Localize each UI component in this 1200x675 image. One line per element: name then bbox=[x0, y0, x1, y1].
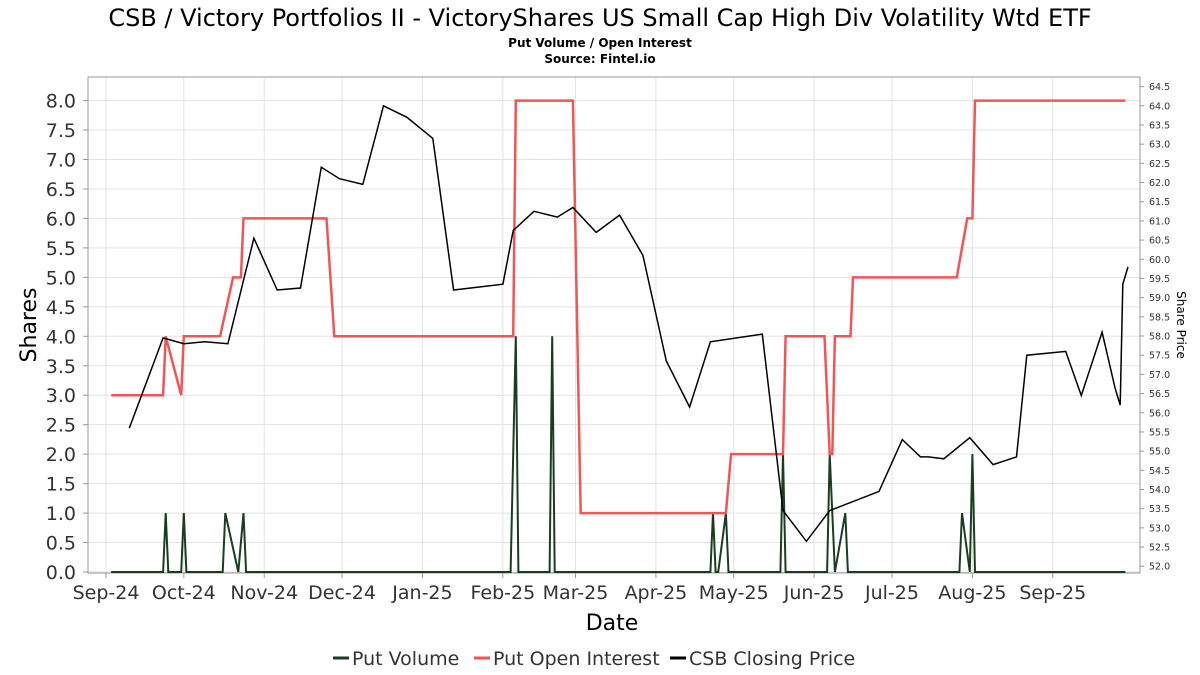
y2-tick-label: 63.5 bbox=[1149, 120, 1170, 131]
x-tick-label: Jun-25 bbox=[783, 582, 845, 604]
x-axis-label: Date bbox=[586, 611, 639, 636]
legend-item: CSB Closing Price bbox=[670, 648, 855, 670]
x-tick-label: Apr-25 bbox=[625, 582, 688, 604]
y-tick-label: 1.0 bbox=[46, 503, 76, 525]
grid bbox=[88, 77, 1140, 573]
x-tick-label: May-25 bbox=[699, 582, 769, 604]
y2-tick-label: 52.0 bbox=[1149, 562, 1170, 573]
y2-tick-label: 59.5 bbox=[1149, 274, 1170, 285]
x-tick-label: Feb-25 bbox=[471, 582, 536, 604]
series-layer bbox=[111, 99, 1129, 573]
x-tick-label: Aug-25 bbox=[938, 582, 1006, 604]
y-tick-label: 4.5 bbox=[46, 297, 76, 319]
y-tick-label: 6.0 bbox=[46, 208, 76, 230]
legend-label: CSB Closing Price bbox=[689, 648, 855, 670]
y-tick-label: 4.0 bbox=[46, 326, 76, 348]
legend-item: Put Volume bbox=[333, 648, 459, 670]
chart-subtitle: Put Volume / Open Interest bbox=[508, 36, 692, 50]
legend: Put Volume Put Open Interest CSB Closing P… bbox=[333, 648, 855, 670]
y2-tick-label: 54.5 bbox=[1149, 466, 1170, 477]
x-tick-label: Sep-25 bbox=[1019, 582, 1086, 604]
y2-tick-label: 64.0 bbox=[1149, 101, 1170, 112]
y2-axis-label: Share Price bbox=[1174, 291, 1188, 359]
y2-tick-label: 56.5 bbox=[1149, 389, 1170, 400]
x-tick-label: Sep-24 bbox=[73, 582, 140, 604]
y-tick-label: 0.5 bbox=[46, 533, 76, 555]
y-tick-label: 6.5 bbox=[46, 179, 76, 201]
x-tick-label: Mar-25 bbox=[543, 582, 609, 604]
legend-label: Put Open Interest bbox=[493, 648, 660, 670]
y2-tick-label: 54.0 bbox=[1149, 485, 1170, 496]
y-tick-label: 8.0 bbox=[46, 91, 76, 113]
x-tick-label: Jul-25 bbox=[864, 582, 919, 604]
y2-tick-label: 60.5 bbox=[1149, 236, 1170, 247]
y-tick-label: 5.0 bbox=[46, 267, 76, 289]
y2-tick-label: 56.0 bbox=[1149, 408, 1170, 419]
y-axis-label: Shares bbox=[17, 288, 42, 363]
y2-tick-label: 63.0 bbox=[1149, 140, 1170, 151]
y2-tick-label: 62.5 bbox=[1149, 159, 1170, 170]
y2-tick-label: 55.0 bbox=[1149, 447, 1170, 458]
chart-title: CSB / Victory Portfolios II - VictorySha… bbox=[108, 4, 1091, 32]
put-open-interest-line bbox=[111, 99, 1126, 515]
y-tick-label: 5.5 bbox=[46, 238, 76, 260]
y2-tick-label: 61.5 bbox=[1149, 197, 1170, 208]
y2-tick-label: 52.5 bbox=[1149, 543, 1170, 554]
legend-label: Put Volume bbox=[352, 648, 459, 670]
x-tick-label: Nov-24 bbox=[230, 582, 298, 604]
legend-item: Put Open Interest bbox=[474, 648, 660, 670]
y-tick-label: 1.5 bbox=[46, 474, 76, 496]
y-tick-label: 3.5 bbox=[46, 356, 76, 378]
y2-tick-label: 53.0 bbox=[1149, 523, 1170, 534]
closing-price-line bbox=[128, 104, 1129, 543]
y-tick-label: 7.0 bbox=[46, 150, 76, 172]
y2-tick-label: 57.0 bbox=[1149, 370, 1170, 381]
y2-tick-label: 55.5 bbox=[1149, 427, 1170, 438]
x-tick-label: Dec-24 bbox=[308, 582, 376, 604]
y2-tick-label: 53.5 bbox=[1149, 504, 1170, 515]
x-tick-label: Oct-24 bbox=[152, 582, 216, 604]
y2-tick-label: 59.0 bbox=[1149, 293, 1170, 304]
y2-tick-label: 62.0 bbox=[1149, 178, 1170, 189]
y-tick-label: 3.0 bbox=[46, 385, 76, 407]
y-tick-label: 0.0 bbox=[46, 562, 76, 584]
y2-tick-label: 58.5 bbox=[1149, 312, 1170, 323]
y-tick-label: 2.5 bbox=[46, 415, 76, 437]
y-tick-label: 2.0 bbox=[46, 444, 76, 466]
y2-tick-label: 57.5 bbox=[1149, 351, 1170, 362]
x-tick-label: Jan-25 bbox=[391, 582, 452, 604]
axes: 0.0 0.5 1.0 1.5 2.0 2.5 3.0 3.5 4.0 4.5 5.0 5.5 6.0 6… bbox=[46, 82, 1170, 604]
y2-tick-label: 61.0 bbox=[1149, 216, 1170, 227]
y2-tick-label: 60.0 bbox=[1149, 255, 1170, 266]
y-tick-label: 7.5 bbox=[46, 120, 76, 142]
chart-source: Source: Fintel.io bbox=[544, 52, 655, 66]
y2-tick-label: 58.0 bbox=[1149, 332, 1170, 343]
put-volume-line bbox=[111, 336, 1126, 573]
y2-tick-label: 64.5 bbox=[1149, 82, 1170, 93]
